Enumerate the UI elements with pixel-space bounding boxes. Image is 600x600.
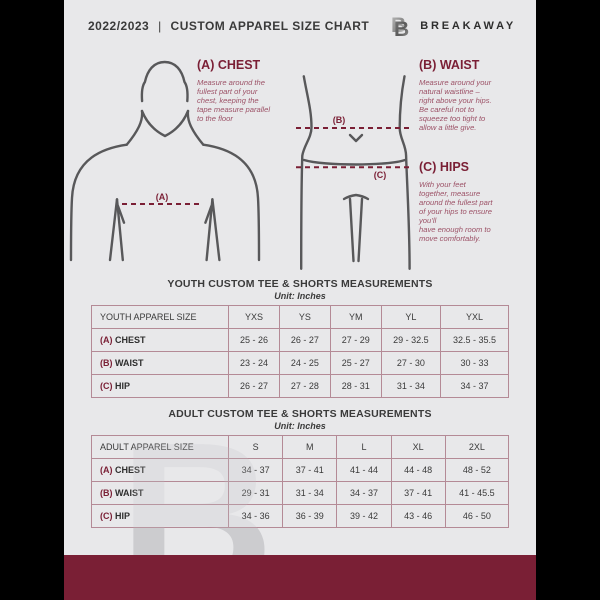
svg-text:(C): (C)	[374, 170, 387, 180]
svg-text:(A): (A)	[156, 192, 169, 202]
svg-text:(B): (B)	[333, 115, 346, 125]
